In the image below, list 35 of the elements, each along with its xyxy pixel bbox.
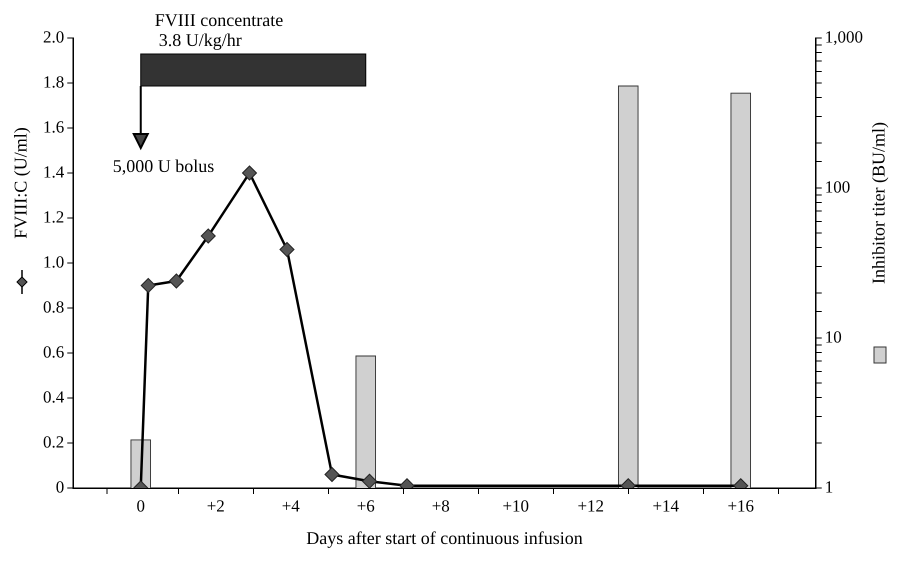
x-tick-label: +12 — [577, 496, 604, 516]
x-tick-label: +6 — [356, 496, 375, 516]
y-tick-label: 2.0 — [43, 27, 64, 46]
y-tick-label: 0.8 — [43, 297, 64, 316]
y-tick-label: 1.8 — [43, 72, 64, 92]
y2-tick-label: 1 — [824, 477, 834, 496]
y-tick-label: 1.4 — [43, 162, 65, 182]
x-tick-label: +2 — [206, 496, 225, 516]
y2-tick-label: 100 — [824, 177, 850, 196]
x-tick-label: +10 — [502, 496, 530, 516]
x-tick-label: +14 — [652, 496, 680, 516]
band-label: 3.8 U/kg/hr — [158, 30, 242, 50]
y-tick-label: 1.2 — [43, 207, 64, 226]
y-tick-label: 1.6 — [43, 117, 64, 136]
point — [168, 274, 184, 288]
x-tick-label: +16 — [727, 496, 754, 516]
y-axis-title: FVIII:C (U/ml) — [10, 127, 31, 239]
y-tick-label: 0 — [56, 477, 64, 496]
chart-title: FVIII concentrate — [154, 10, 284, 30]
point — [200, 228, 216, 244]
annotation: 5,000 U bolus — [112, 156, 214, 176]
point — [242, 166, 257, 180]
y-tick-label: 0.2 — [43, 432, 64, 452]
x-axis-title: Days after start of continuous infusion — [306, 528, 583, 548]
y2-tick-label: 1,000 — [824, 27, 863, 46]
y2-tick-label: 10 — [824, 327, 842, 346]
x-tick-label: 0 — [136, 496, 145, 516]
y-tick-label: 1.0 — [43, 252, 64, 272]
y-tick-label: 0.6 — [43, 342, 64, 362]
y2-axis-title: Inhibitor titer (BU/ml) — [868, 122, 889, 284]
point — [140, 278, 156, 293]
x-tick-label: +4 — [282, 496, 300, 516]
x-tick-label: +8 — [432, 496, 450, 516]
y-tick-label: 0.4 — [43, 387, 65, 406]
point — [280, 242, 294, 257]
